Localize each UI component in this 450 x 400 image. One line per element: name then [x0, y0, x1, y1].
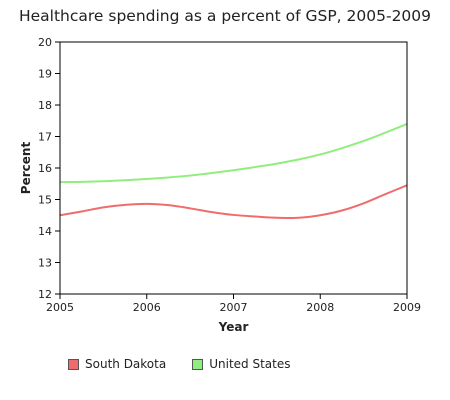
x-tick-label: 2006	[133, 301, 161, 314]
x-axis-label: Year	[218, 320, 249, 334]
series-lines	[59, 122, 408, 220]
y-tick-label: 20	[38, 36, 52, 49]
y-axis-ticks: 12 13 14 15 16 17 18 19 20	[38, 36, 60, 301]
legend: South Dakota United States	[68, 357, 316, 371]
y-tick-label: 16	[38, 162, 52, 175]
x-tick-label: 2007	[220, 301, 248, 314]
chart-title: Healthcare spending as a percent of GSP,…	[18, 7, 432, 25]
x-tick-label: 2008	[306, 301, 334, 314]
y-tick-label: 19	[38, 68, 52, 81]
legend-swatch-south-dakota	[68, 358, 79, 370]
y-tick-label: 18	[38, 99, 52, 112]
legend-swatch-united-states	[192, 358, 204, 370]
legend-item-south-dakota[interactable]: South Dakota	[68, 357, 166, 371]
series-line-south-dakota[interactable]	[59, 184, 408, 220]
y-axis-label: Percent	[19, 142, 33, 195]
plot-frame	[59, 41, 408, 295]
x-axis-ticks: 2005 2006 2007 2008 2009	[46, 294, 421, 314]
y-tick-label: 12	[38, 288, 52, 301]
y-tick-label: 15	[38, 194, 52, 207]
y-tick-label: 14	[38, 225, 52, 238]
legend-label-united-states: United States	[209, 357, 291, 371]
legend-item-united-states[interactable]: United States	[192, 357, 290, 371]
x-tick-label: 2005	[46, 301, 74, 314]
x-tick-label: 2009	[393, 301, 421, 314]
series-line-united-states[interactable]	[59, 122, 408, 184]
legend-label-south-dakota: South Dakota	[85, 357, 167, 371]
y-tick-label: 13	[38, 257, 52, 270]
y-tick-label: 17	[38, 131, 52, 144]
